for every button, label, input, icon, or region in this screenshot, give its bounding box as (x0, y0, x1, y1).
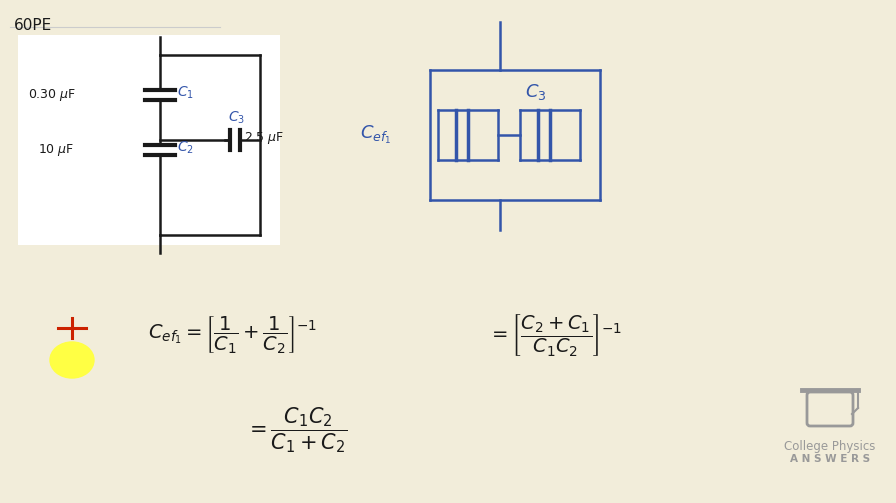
Ellipse shape (50, 342, 94, 378)
Text: 2.5 $\mu$F: 2.5 $\mu$F (244, 130, 284, 146)
Text: $C_2$: $C_2$ (177, 140, 194, 156)
Text: 0.30 $\mu$F: 0.30 $\mu$F (28, 87, 76, 103)
Text: $C_1$: $C_1$ (177, 85, 194, 101)
Text: 10 $\mu$F: 10 $\mu$F (38, 142, 74, 158)
Text: $C_{ef_1}$: $C_{ef_1}$ (360, 124, 392, 146)
Text: College Physics: College Physics (784, 440, 875, 453)
Bar (18, 35, 280, 245)
Text: $C_{ef_1} = \left[\dfrac{1}{C_1} + \dfrac{1}{C_2}\right]^{-1}$: $C_{ef_1} = \left[\dfrac{1}{C_1} + \dfra… (148, 314, 317, 356)
Text: 60PE: 60PE (14, 18, 52, 33)
Text: A N S W E R S: A N S W E R S (790, 454, 870, 464)
Text: $= \dfrac{C_1 C_2}{C_1 + C_2}$: $= \dfrac{C_1 C_2}{C_1 + C_2}$ (245, 405, 347, 455)
Text: $C_3$: $C_3$ (525, 82, 547, 102)
Text: $C_3$: $C_3$ (228, 110, 246, 126)
Text: $= \left[\dfrac{C_2 + C_1}{C_1 C_2}\right]^{-1}$: $= \left[\dfrac{C_2 + C_1}{C_1 C_2}\righ… (488, 312, 622, 358)
